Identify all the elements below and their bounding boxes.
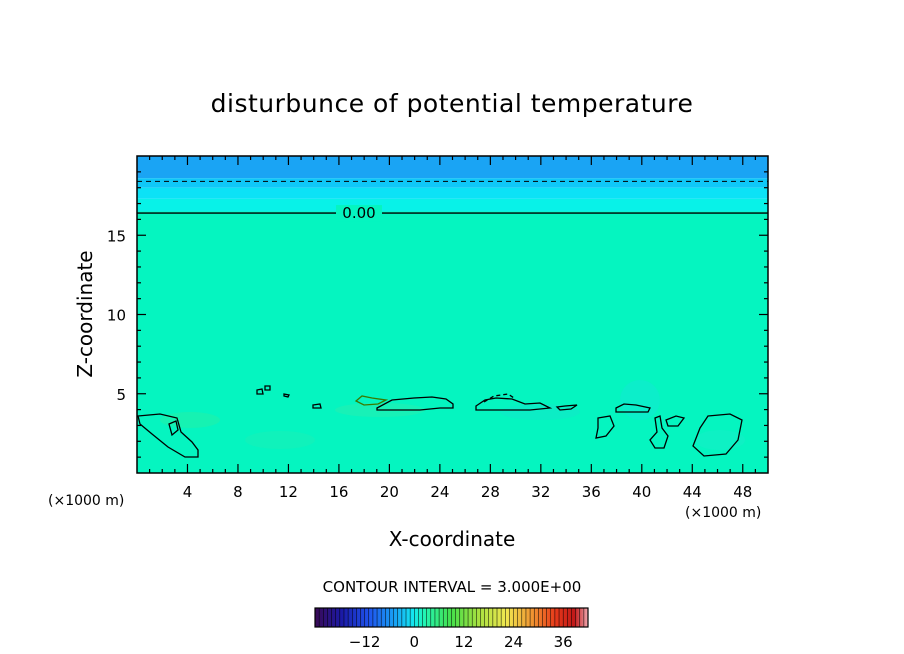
colorbar-tick-label: 24 — [504, 633, 523, 651]
x-tick-label: 44 — [683, 483, 702, 501]
contour-region — [475, 397, 553, 411]
colorbar-divisions — [318, 608, 585, 627]
x-tick-label: 28 — [481, 483, 500, 501]
anomaly-regions — [137, 385, 743, 458]
x-tick-label: 48 — [733, 483, 752, 501]
contour-region — [376, 396, 454, 411]
x-axis-label: X-coordinate — [389, 527, 516, 551]
x-tick-label: 8 — [233, 483, 243, 501]
x-tick-label: 20 — [380, 483, 399, 501]
x-tick-label: 4 — [183, 483, 193, 501]
contour-region — [283, 393, 290, 398]
x-tick-label: 24 — [430, 483, 449, 501]
y-tick-labels: 5 10 15 — [107, 227, 126, 404]
x-tick-label: 16 — [329, 483, 348, 501]
color-band — [620, 380, 660, 420]
contour-region — [264, 385, 271, 391]
x-tick-label: 40 — [632, 483, 651, 501]
x-tick-label: 36 — [582, 483, 601, 501]
colorbar-tick-label: −12 — [349, 633, 381, 651]
y-tick-label: 15 — [107, 227, 126, 245]
y-axis-label: Z-coordinate — [73, 250, 97, 377]
contour-region — [615, 403, 651, 413]
contour-region — [168, 420, 179, 437]
color-band — [137, 178, 768, 188]
contour-region — [692, 413, 743, 457]
contour-region — [665, 415, 686, 427]
y-tick-label: 5 — [116, 386, 126, 404]
color-band — [245, 431, 315, 449]
contour-region — [312, 403, 322, 409]
contour-region — [354, 395, 389, 406]
contour-lines: 0.00 — [137, 180, 768, 222]
color-band — [160, 412, 220, 428]
x-tick-label: 12 — [279, 483, 298, 501]
x-unit-left: (×1000 m) — [48, 493, 124, 509]
color-band — [500, 404, 580, 420]
contour-region — [256, 388, 264, 395]
x-unit-right: (×1000 m) — [685, 505, 761, 521]
contour-interval-text: CONTOUR INTERVAL = 3.000E+00 — [323, 578, 582, 596]
contour-region — [483, 393, 515, 403]
color-band — [137, 187, 768, 199]
colorbar: −12 0 12 24 36 — [314, 607, 589, 651]
contour-region — [649, 415, 669, 449]
y-tick-label: 10 — [107, 307, 126, 325]
color-band — [137, 211, 768, 473]
axis-ticks — [137, 156, 768, 473]
x-tick-labels: 4 8 12 16 20 24 28 32 36 40 44 48 — [183, 483, 753, 501]
contour-region — [595, 415, 615, 439]
contour-region — [555, 404, 578, 411]
contour-label-bg — [336, 205, 382, 222]
colorbar-tick-label: 36 — [554, 633, 573, 651]
color-band — [137, 156, 768, 179]
color-band — [695, 430, 745, 450]
plot-area: 0.00 — [137, 156, 768, 473]
contour-region — [137, 413, 199, 458]
contour-label: 0.00 — [342, 204, 375, 222]
colorbar-tick-label: 0 — [409, 633, 419, 651]
color-bands — [137, 156, 768, 473]
color-band — [137, 198, 768, 212]
colorbar-tick-label: 12 — [454, 633, 473, 651]
x-tick-label: 32 — [531, 483, 550, 501]
colorbar-tick-labels: −12 0 12 24 36 — [349, 633, 573, 651]
chart-title: disturbunce of potential temperature — [211, 89, 694, 118]
